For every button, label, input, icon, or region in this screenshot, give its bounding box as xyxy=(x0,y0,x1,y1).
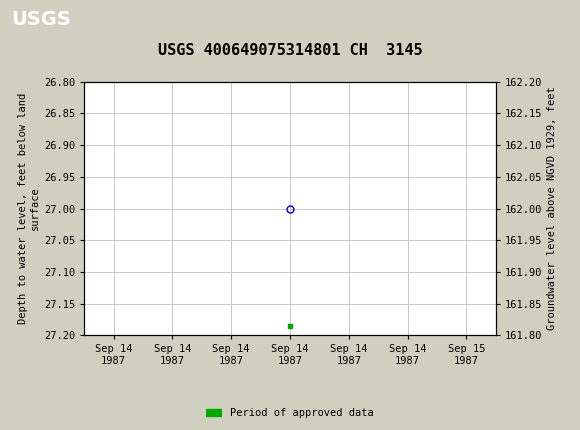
Legend: Period of approved data: Period of approved data xyxy=(202,404,378,423)
Text: USGS: USGS xyxy=(12,10,71,29)
Y-axis label: Groundwater level above NGVD 1929, feet: Groundwater level above NGVD 1929, feet xyxy=(546,87,557,330)
Text: USGS 400649075314801 CH  3145: USGS 400649075314801 CH 3145 xyxy=(158,43,422,58)
Y-axis label: Depth to water level, feet below land
surface: Depth to water level, feet below land su… xyxy=(18,93,39,324)
